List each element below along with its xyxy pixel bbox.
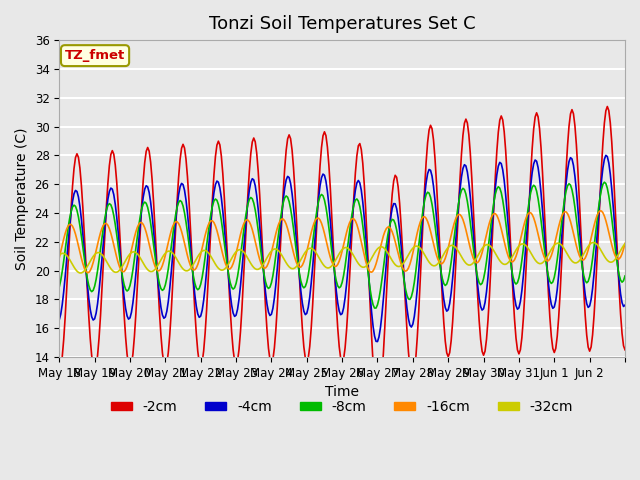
-16cm: [56, 255, 63, 261]
-32cm: [356, 263, 364, 268]
-32cm: [451, 243, 458, 249]
-16cm: [621, 240, 629, 246]
-8cm: [371, 305, 378, 311]
-8cm: [621, 273, 629, 279]
-8cm: [56, 284, 63, 290]
-2cm: [68, 183, 76, 189]
-32cm: [589, 240, 596, 245]
-8cm: [355, 198, 362, 204]
Line: -32cm: -32cm: [60, 242, 625, 273]
-32cm: [76, 270, 84, 276]
-4cm: [56, 317, 63, 323]
-8cm: [68, 204, 76, 210]
-32cm: [433, 262, 440, 268]
-32cm: [56, 252, 63, 258]
-4cm: [106, 189, 113, 194]
-32cm: [621, 241, 629, 247]
X-axis label: Time: Time: [325, 385, 359, 399]
-32cm: [107, 266, 115, 272]
-2cm: [106, 163, 113, 168]
-16cm: [107, 230, 115, 236]
-4cm: [433, 214, 440, 219]
Title: Tonzi Soil Temperatures Set C: Tonzi Soil Temperatures Set C: [209, 15, 476, 33]
-4cm: [602, 153, 610, 158]
-16cm: [433, 252, 440, 258]
-4cm: [68, 198, 76, 204]
-2cm: [451, 295, 458, 300]
-4cm: [374, 339, 381, 345]
-8cm: [106, 201, 113, 206]
Line: -16cm: -16cm: [60, 211, 625, 273]
-32cm: [290, 266, 298, 272]
-16cm: [68, 223, 76, 229]
-4cm: [621, 302, 629, 308]
-2cm: [288, 147, 296, 153]
-4cm: [355, 178, 362, 183]
-8cm: [288, 215, 296, 221]
-8cm: [600, 180, 608, 185]
Text: TZ_fmet: TZ_fmet: [65, 49, 125, 62]
-8cm: [451, 235, 458, 241]
-16cm: [290, 250, 298, 256]
-2cm: [355, 143, 362, 149]
-16cm: [451, 221, 458, 227]
-16cm: [83, 270, 91, 276]
Y-axis label: Soil Temperature (C): Soil Temperature (C): [15, 127, 29, 270]
-4cm: [451, 258, 458, 264]
-16cm: [356, 233, 364, 239]
Legend: -2cm, -4cm, -8cm, -16cm, -32cm: -2cm, -4cm, -8cm, -16cm, -32cm: [106, 395, 579, 420]
-16cm: [596, 208, 604, 214]
-2cm: [56, 369, 63, 374]
-2cm: [433, 179, 440, 185]
Line: -8cm: -8cm: [60, 182, 625, 308]
-32cm: [68, 262, 76, 267]
-4cm: [288, 191, 296, 196]
Line: -4cm: -4cm: [60, 156, 625, 342]
-8cm: [433, 234, 440, 240]
-2cm: [374, 402, 381, 408]
Line: -2cm: -2cm: [60, 107, 625, 405]
-2cm: [621, 347, 629, 353]
-2cm: [604, 104, 611, 109]
